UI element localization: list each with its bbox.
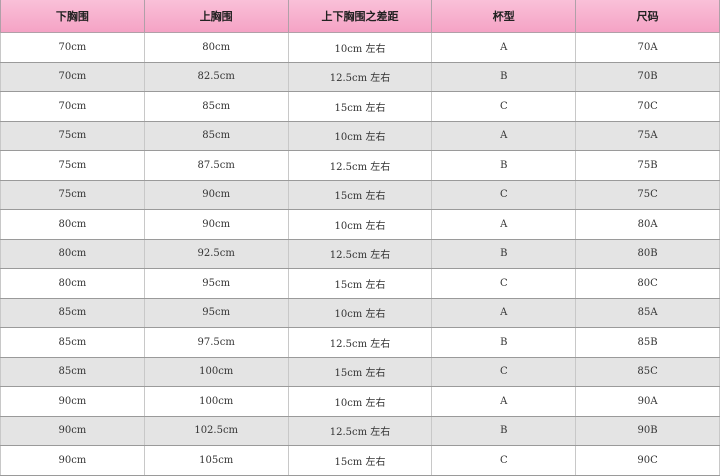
- cell-cup: B: [431, 327, 577, 358]
- cell-difference: 10cm 左右: [287, 297, 433, 328]
- cell-size: 80C: [575, 268, 720, 299]
- cell-size: 75A: [575, 120, 720, 151]
- table-row: 70cm 82.5cm 12.5cm 左右 B 70B: [0, 61, 720, 92]
- cell-underbust: 85cm: [0, 356, 145, 387]
- cell-underbust: 85cm: [0, 327, 145, 358]
- cell-bust: 105cm: [143, 445, 289, 476]
- cell-cup: A: [431, 297, 577, 328]
- cell-difference: 10cm 左右: [287, 120, 433, 151]
- cell-size: 75B: [575, 150, 720, 181]
- table-row: 90cm 105cm 15cm 左右 C 90C: [0, 445, 720, 476]
- cell-underbust: 80cm: [0, 209, 145, 240]
- cell-cup: A: [431, 209, 577, 240]
- cell-size: 90C: [575, 445, 720, 476]
- cell-bust: 97.5cm: [143, 327, 289, 358]
- cell-cup: B: [431, 415, 577, 446]
- cell-difference: 15cm 左右: [287, 268, 433, 299]
- table-row: 80cm 90cm 10cm 左右 A 80A: [0, 209, 720, 240]
- cell-bust: 102.5cm: [143, 415, 289, 446]
- cell-underbust: 85cm: [0, 297, 145, 328]
- table-row: 75cm 87.5cm 12.5cm 左右 B 75B: [0, 150, 720, 181]
- cell-size: 80A: [575, 209, 720, 240]
- cell-size: 90A: [575, 386, 720, 417]
- cell-cup: A: [431, 120, 577, 151]
- cell-difference: 15cm 左右: [287, 91, 433, 122]
- cell-cup: C: [431, 179, 577, 210]
- header-underbust: 下胸围: [0, 0, 145, 33]
- header-cup: 杯型: [431, 0, 577, 33]
- cell-underbust: 75cm: [0, 150, 145, 181]
- table-row: 75cm 85cm 10cm 左右 A 75A: [0, 120, 720, 151]
- cell-difference: 12.5cm 左右: [287, 238, 433, 269]
- cell-bust: 95cm: [143, 268, 289, 299]
- cell-difference: 10cm 左右: [287, 209, 433, 240]
- cell-cup: A: [431, 32, 577, 63]
- cell-difference: 10cm 左右: [287, 32, 433, 63]
- cell-size: 70A: [575, 32, 720, 63]
- cell-size: 85B: [575, 327, 720, 358]
- cell-difference: 12.5cm 左右: [287, 415, 433, 446]
- cell-cup: B: [431, 61, 577, 92]
- cell-bust: 87.5cm: [143, 150, 289, 181]
- cell-size: 90B: [575, 415, 720, 446]
- cell-underbust: 70cm: [0, 32, 145, 63]
- cell-underbust: 75cm: [0, 120, 145, 151]
- table-row: 75cm 90cm 15cm 左右 C 75C: [0, 179, 720, 210]
- table-row: 90cm 100cm 10cm 左右 A 90A: [0, 386, 720, 417]
- cell-difference: 15cm 左右: [287, 445, 433, 476]
- cell-size: 85C: [575, 356, 720, 387]
- table-body: 70cm 80cm 10cm 左右 A 70A 70cm 82.5cm 12.5cm 左右 B 7…: [0, 32, 720, 476]
- cell-bust: 100cm: [143, 386, 289, 417]
- table-row: 85cm 97.5cm 12.5cm 左右 B 85B: [0, 327, 720, 358]
- cell-size: 70B: [575, 61, 720, 92]
- cell-cup: C: [431, 445, 577, 476]
- cell-difference: 12.5cm 左右: [287, 61, 433, 92]
- cell-difference: 12.5cm 左右: [287, 150, 433, 181]
- cell-underbust: 90cm: [0, 445, 145, 476]
- cell-underbust: 70cm: [0, 61, 145, 92]
- cell-bust: 95cm: [143, 297, 289, 328]
- cell-underbust: 90cm: [0, 386, 145, 417]
- cell-underbust: 90cm: [0, 415, 145, 446]
- cell-size: 80B: [575, 238, 720, 269]
- header-row: 下胸围 上胸围 上下胸围之差距 杯型 尺码: [0, 0, 720, 33]
- cell-bust: 90cm: [143, 209, 289, 240]
- cell-cup: C: [431, 91, 577, 122]
- cell-bust: 90cm: [143, 179, 289, 210]
- cell-difference: 15cm 左右: [287, 356, 433, 387]
- table-row: 80cm 92.5cm 12.5cm 左右 B 80B: [0, 238, 720, 269]
- cell-bust: 100cm: [143, 356, 289, 387]
- header-size: 尺码: [575, 0, 720, 33]
- table-row: 85cm 100cm 15cm 左右 C 85C: [0, 356, 720, 387]
- cell-size: 85A: [575, 297, 720, 328]
- cell-underbust: 75cm: [0, 179, 145, 210]
- table-row: 70cm 85cm 15cm 左右 C 70C: [0, 91, 720, 122]
- cell-bust: 92.5cm: [143, 238, 289, 269]
- cell-underbust: 80cm: [0, 268, 145, 299]
- cell-difference: 10cm 左右: [287, 386, 433, 417]
- table-row: 70cm 80cm 10cm 左右 A 70A: [0, 32, 720, 63]
- table-row: 80cm 95cm 15cm 左右 C 80C: [0, 268, 720, 299]
- cell-size: 75C: [575, 179, 720, 210]
- cell-difference: 12.5cm 左右: [287, 327, 433, 358]
- cell-difference: 15cm 左右: [287, 179, 433, 210]
- cell-bust: 80cm: [143, 32, 289, 63]
- header-bust: 上胸围: [143, 0, 289, 33]
- cell-underbust: 70cm: [0, 91, 145, 122]
- cell-cup: C: [431, 356, 577, 387]
- table-row: 85cm 95cm 10cm 左右 A 85A: [0, 297, 720, 328]
- cell-cup: B: [431, 150, 577, 181]
- header-difference: 上下胸围之差距: [287, 0, 433, 33]
- table-row: 90cm 102.5cm 12.5cm 左右 B 90B: [0, 415, 720, 446]
- cell-cup: B: [431, 238, 577, 269]
- cell-bust: 85cm: [143, 120, 289, 151]
- cell-underbust: 80cm: [0, 238, 145, 269]
- cell-bust: 85cm: [143, 91, 289, 122]
- cell-cup: C: [431, 268, 577, 299]
- cell-cup: A: [431, 386, 577, 417]
- cell-size: 70C: [575, 91, 720, 122]
- cell-bust: 82.5cm: [143, 61, 289, 92]
